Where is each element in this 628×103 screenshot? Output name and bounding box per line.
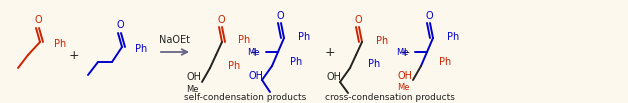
Text: OH: OH [327,72,342,82]
Text: +: + [250,46,261,59]
Text: Ph: Ph [368,59,380,69]
Text: O: O [217,15,225,25]
Text: +: + [399,46,410,59]
Text: O: O [425,11,433,21]
Text: Ph: Ph [228,61,241,71]
Text: +: + [325,46,335,59]
Text: OH: OH [249,71,264,81]
Text: Me: Me [187,84,199,94]
Text: Ph: Ph [376,36,388,46]
Text: Ph: Ph [135,44,147,54]
Text: O: O [116,20,124,30]
Text: Me: Me [247,47,260,57]
Text: O: O [276,11,284,21]
Text: Ph: Ph [447,32,459,42]
Text: Ph: Ph [298,32,310,42]
Text: OH: OH [398,71,413,81]
Text: Ph: Ph [54,39,66,49]
Text: Ph: Ph [238,35,250,45]
Text: Me: Me [396,47,409,57]
Text: Me: Me [398,83,410,91]
Text: Ph: Ph [439,57,452,67]
Text: O: O [354,15,362,25]
Text: NaOEt: NaOEt [160,35,190,45]
Text: OH: OH [187,72,202,82]
Text: Ph: Ph [290,57,302,67]
Text: self-condensation products: self-condensation products [184,92,306,101]
Text: +: + [68,49,79,61]
Text: O: O [34,15,42,25]
Text: cross-condensation products: cross-condensation products [325,92,455,101]
